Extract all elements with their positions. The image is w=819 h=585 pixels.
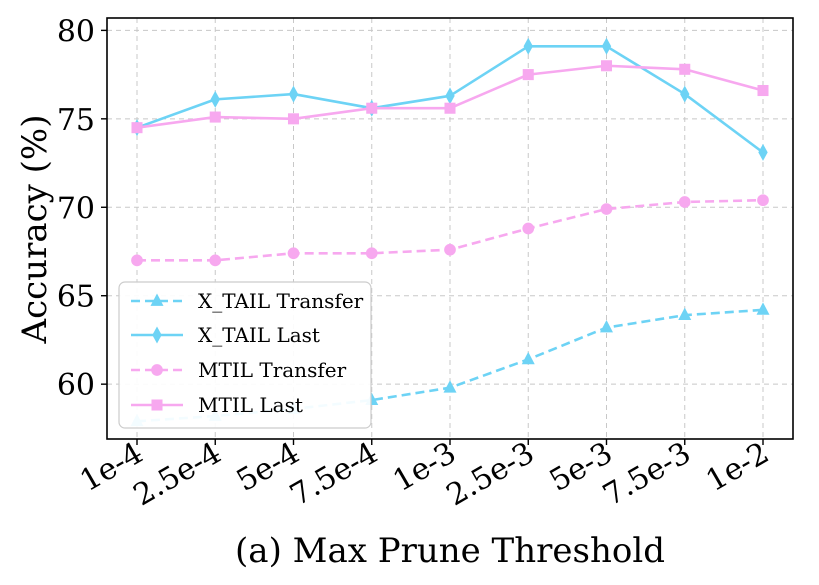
data-point-mtil-transfer xyxy=(600,203,613,215)
x-axis-label: (a) Max Prune Threshold xyxy=(235,531,665,571)
x-tick-label: 7.5e-3 xyxy=(597,436,697,514)
x-axis-ticks: 1e-42.5e-4 5e-47.5e-4 1e-32.5e-3 5e-37.5e-3… xyxy=(74,436,775,514)
legend: X_TAIL Transfer X_TAIL Last MTIL Transfer M… xyxy=(118,281,372,429)
data-point-x-tail-last xyxy=(523,37,533,55)
legend-marker-x-tail-transfer xyxy=(150,293,164,306)
y-tick-label: 60 xyxy=(57,368,95,403)
data-point-x-tail-last xyxy=(601,37,612,55)
y-tick-label: 65 xyxy=(57,280,95,315)
data-point-mtil-last xyxy=(209,111,221,123)
y-axis-label: Accuracy (%) xyxy=(15,115,55,345)
data-point-mtil-last xyxy=(444,102,456,114)
data-point-x-tail-transfer xyxy=(756,302,770,315)
data-point-mtil-last xyxy=(600,60,613,72)
x-tick-label: 1e-2 xyxy=(700,436,775,499)
data-point-mtil-transfer xyxy=(522,222,535,235)
data-point-mtil-transfer xyxy=(365,247,378,260)
data-point-mtil-last xyxy=(287,113,300,125)
y-tick-label: 80 xyxy=(57,14,95,49)
legend-box xyxy=(118,281,372,429)
data-point-mtil-transfer xyxy=(287,247,300,260)
data-point-mtil-transfer xyxy=(131,254,143,267)
data-point-mtil-last xyxy=(757,85,769,97)
legend-marker-mtil-transfer xyxy=(151,364,163,376)
data-point-mtil-last xyxy=(366,102,378,114)
y-tick-label: 70 xyxy=(57,191,95,226)
data-point-mtil-transfer xyxy=(444,243,456,256)
data-point-mtil-last xyxy=(131,122,143,134)
data-point-x-tail-last xyxy=(288,85,299,103)
y-tick-label: 75 xyxy=(57,103,95,138)
legend-marker-x-tail-last xyxy=(152,326,162,344)
data-point-mtil-last xyxy=(522,69,534,81)
x-tick-label: 2.5e-3 xyxy=(441,436,541,514)
data-point-x-tail-transfer xyxy=(521,351,535,365)
data-point-mtil-transfer xyxy=(209,254,222,267)
data-point-x-tail-last xyxy=(758,143,768,161)
data-point-x-tail-transfer xyxy=(678,307,692,321)
data-point-x-tail-last xyxy=(210,90,220,108)
legend-label-x-tail-transfer: X_TAIL Transfer xyxy=(198,289,364,313)
data-point-x-tail-last xyxy=(445,87,455,105)
legend-label-mtil-transfer: MTIL Transfer xyxy=(198,358,347,382)
data-point-x-tail-last xyxy=(680,85,690,103)
x-tick-label: 2.5e-4 xyxy=(128,436,228,514)
legend-marker-mtil-last xyxy=(151,399,163,411)
data-point-mtil-transfer xyxy=(678,196,691,208)
series-lines xyxy=(130,37,770,427)
data-point-x-tail-transfer xyxy=(600,320,613,333)
data-point-mtil-last xyxy=(679,63,691,75)
y-axis-ticks: 60 65 70 75 80 xyxy=(57,14,107,403)
x-tick-label: 7.5e-4 xyxy=(284,436,384,514)
legend-label-mtil-last: MTIL Last xyxy=(198,393,303,417)
data-point-mtil-transfer xyxy=(757,194,769,207)
data-point-x-tail-transfer xyxy=(443,380,457,393)
legend-label-x-tail-last: X_TAIL Last xyxy=(198,323,320,347)
